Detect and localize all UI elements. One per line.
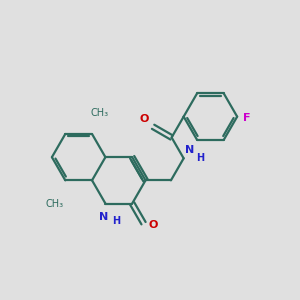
Text: O: O [149, 220, 158, 230]
Text: CH₃: CH₃ [90, 108, 109, 118]
Text: F: F [243, 113, 250, 123]
Text: O: O [139, 114, 148, 124]
Text: N: N [99, 212, 109, 222]
Text: N: N [185, 146, 194, 155]
Text: H: H [112, 216, 120, 226]
Text: H: H [196, 153, 204, 163]
Text: CH₃: CH₃ [46, 199, 64, 209]
